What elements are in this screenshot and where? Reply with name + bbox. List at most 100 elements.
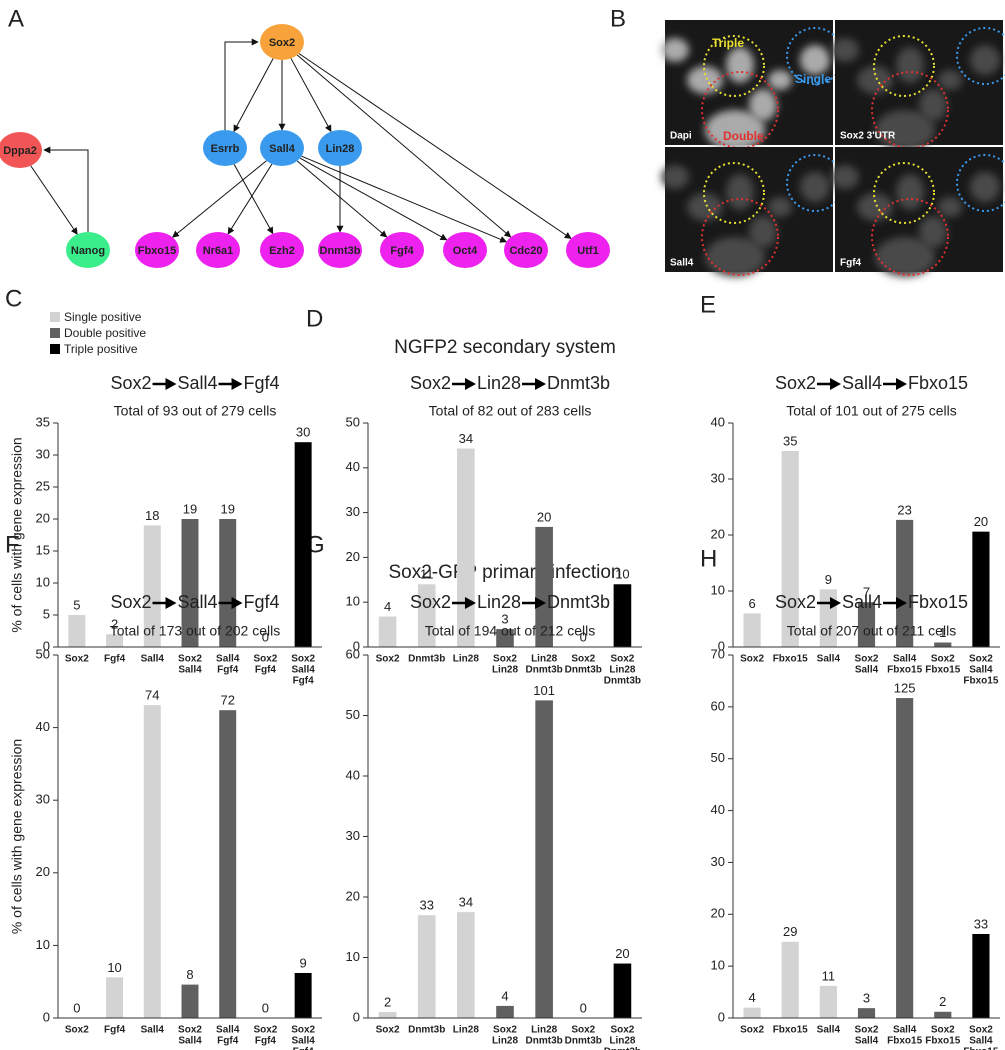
y-tick-label: 20 <box>711 906 725 921</box>
title-arrow-head <box>896 597 908 609</box>
node-label: Dppa2 <box>3 145 37 157</box>
diagram-edge <box>290 58 332 133</box>
count-label: 9 <box>825 572 832 587</box>
count-label: 11 <box>822 968 836 983</box>
count-label: 0 <box>262 1000 269 1015</box>
x-tick-label: Fbxo15 <box>925 665 960 676</box>
x-tick-label: Lin28 <box>609 665 636 676</box>
panel-letter: D <box>306 305 323 332</box>
roi-circle <box>871 71 949 149</box>
roi-circle <box>956 154 1005 212</box>
y-tick-label: 10 <box>346 594 360 609</box>
x-tick-label: Sox2 <box>493 1025 517 1036</box>
diagram-node <box>135 232 179 268</box>
cell <box>687 66 723 94</box>
roi-circle <box>956 27 1005 85</box>
diagram-node <box>443 232 487 268</box>
panel-letter: E <box>700 291 716 318</box>
bar <box>819 985 837 1018</box>
y-tick-label: 40 <box>711 414 725 429</box>
chart-title-gene: Sall4 <box>842 592 882 612</box>
x-tick-label: Dnmt3b <box>565 665 602 676</box>
chart-title-gene: Lin28 <box>477 373 521 393</box>
bar <box>181 519 199 647</box>
legend-swatch <box>50 344 60 354</box>
y-tick-label: 40 <box>36 719 50 734</box>
count-label: 3 <box>501 612 508 627</box>
bar <box>496 1005 514 1018</box>
bar <box>143 705 161 1018</box>
y-tick-label: 10 <box>346 949 360 964</box>
count-label: 18 <box>145 508 159 523</box>
y-tick-label: 10 <box>711 582 725 597</box>
y-tick-label: 50 <box>36 646 50 661</box>
x-tick-label: Fgf4 <box>255 1036 277 1047</box>
node-label: Cdc20 <box>509 245 542 257</box>
x-tick-label: Dnmt3b <box>526 665 563 676</box>
section-title: NGFP2 secondary system <box>394 337 616 358</box>
x-tick-label: Sall4 <box>817 654 841 665</box>
diagram-edge <box>233 164 274 235</box>
x-tick-label: Dnmt3b <box>526 1036 563 1047</box>
chart-title-gene: Fbxo15 <box>908 592 968 612</box>
chart-title-gene: Sox2 <box>775 592 816 612</box>
bar <box>934 642 952 647</box>
cell <box>726 47 754 83</box>
diagram-edge <box>301 155 508 243</box>
y-tick-label: 20 <box>36 510 50 525</box>
bar <box>535 700 553 1018</box>
y-tick-label: 20 <box>36 864 50 879</box>
x-tick-label: Sox2 <box>740 654 764 665</box>
y-tick-label: 70 <box>711 646 725 661</box>
node-label: Nr6a1 <box>203 245 234 257</box>
count-label: 20 <box>537 509 551 524</box>
y-tick-label: 10 <box>36 937 50 952</box>
x-tick-label: Sox2 <box>931 654 955 665</box>
chart-subtitle: Total of 194 out of 212 cells <box>425 623 595 639</box>
bar <box>181 984 199 1018</box>
roi-circle <box>701 198 779 276</box>
count-label: 33 <box>419 898 433 913</box>
x-tick-label: Fbxo15 <box>963 676 998 687</box>
x-tick-label: Fgf4 <box>255 665 277 676</box>
x-tick-label: Sall4 <box>893 654 917 665</box>
diagram-edge <box>233 58 274 133</box>
bar <box>457 448 475 647</box>
cell <box>705 110 765 150</box>
chart-title-gene: Sox2 <box>775 373 816 393</box>
count-label: 0 <box>580 629 587 644</box>
chart-title-gene: Sall4 <box>177 373 217 393</box>
y-tick-label: 20 <box>711 526 725 541</box>
count-label: 10 <box>107 960 121 975</box>
x-tick-label: Sox2 <box>65 1025 89 1036</box>
y-tick-label: 10 <box>711 958 725 973</box>
x-tick-label: Sox2 <box>969 1025 993 1036</box>
cell <box>705 237 765 277</box>
x-tick-label: Sox2 <box>376 654 400 665</box>
diagram-node <box>0 132 42 168</box>
diagram-node <box>260 24 304 60</box>
x-tick-label: Dnmt3b <box>604 676 641 687</box>
y-tick-label: 50 <box>346 414 360 429</box>
diagram-node <box>380 232 424 268</box>
bar <box>896 519 914 647</box>
x-tick-label: Sox2 <box>493 654 517 665</box>
cell <box>768 197 792 217</box>
y-tick-label: 40 <box>346 767 360 782</box>
title-arrow-head <box>464 378 476 390</box>
chart-title-gene: Sox2 <box>110 373 151 393</box>
count-label: 4 <box>384 599 391 614</box>
title-arrow-head <box>535 597 547 609</box>
y-tick-label: 35 <box>36 414 50 429</box>
x-tick-label: Sall4 <box>141 654 165 665</box>
cell <box>919 216 947 248</box>
y-tick-label: 30 <box>36 446 50 461</box>
bar <box>106 977 124 1018</box>
x-tick-label: Sox2 <box>610 654 634 665</box>
bar <box>934 1011 952 1018</box>
x-tick-label: Sox2 <box>571 1025 595 1036</box>
x-tick-label: Fgf4 <box>104 654 126 665</box>
panel-letter: H <box>700 545 717 572</box>
bar <box>68 615 86 647</box>
